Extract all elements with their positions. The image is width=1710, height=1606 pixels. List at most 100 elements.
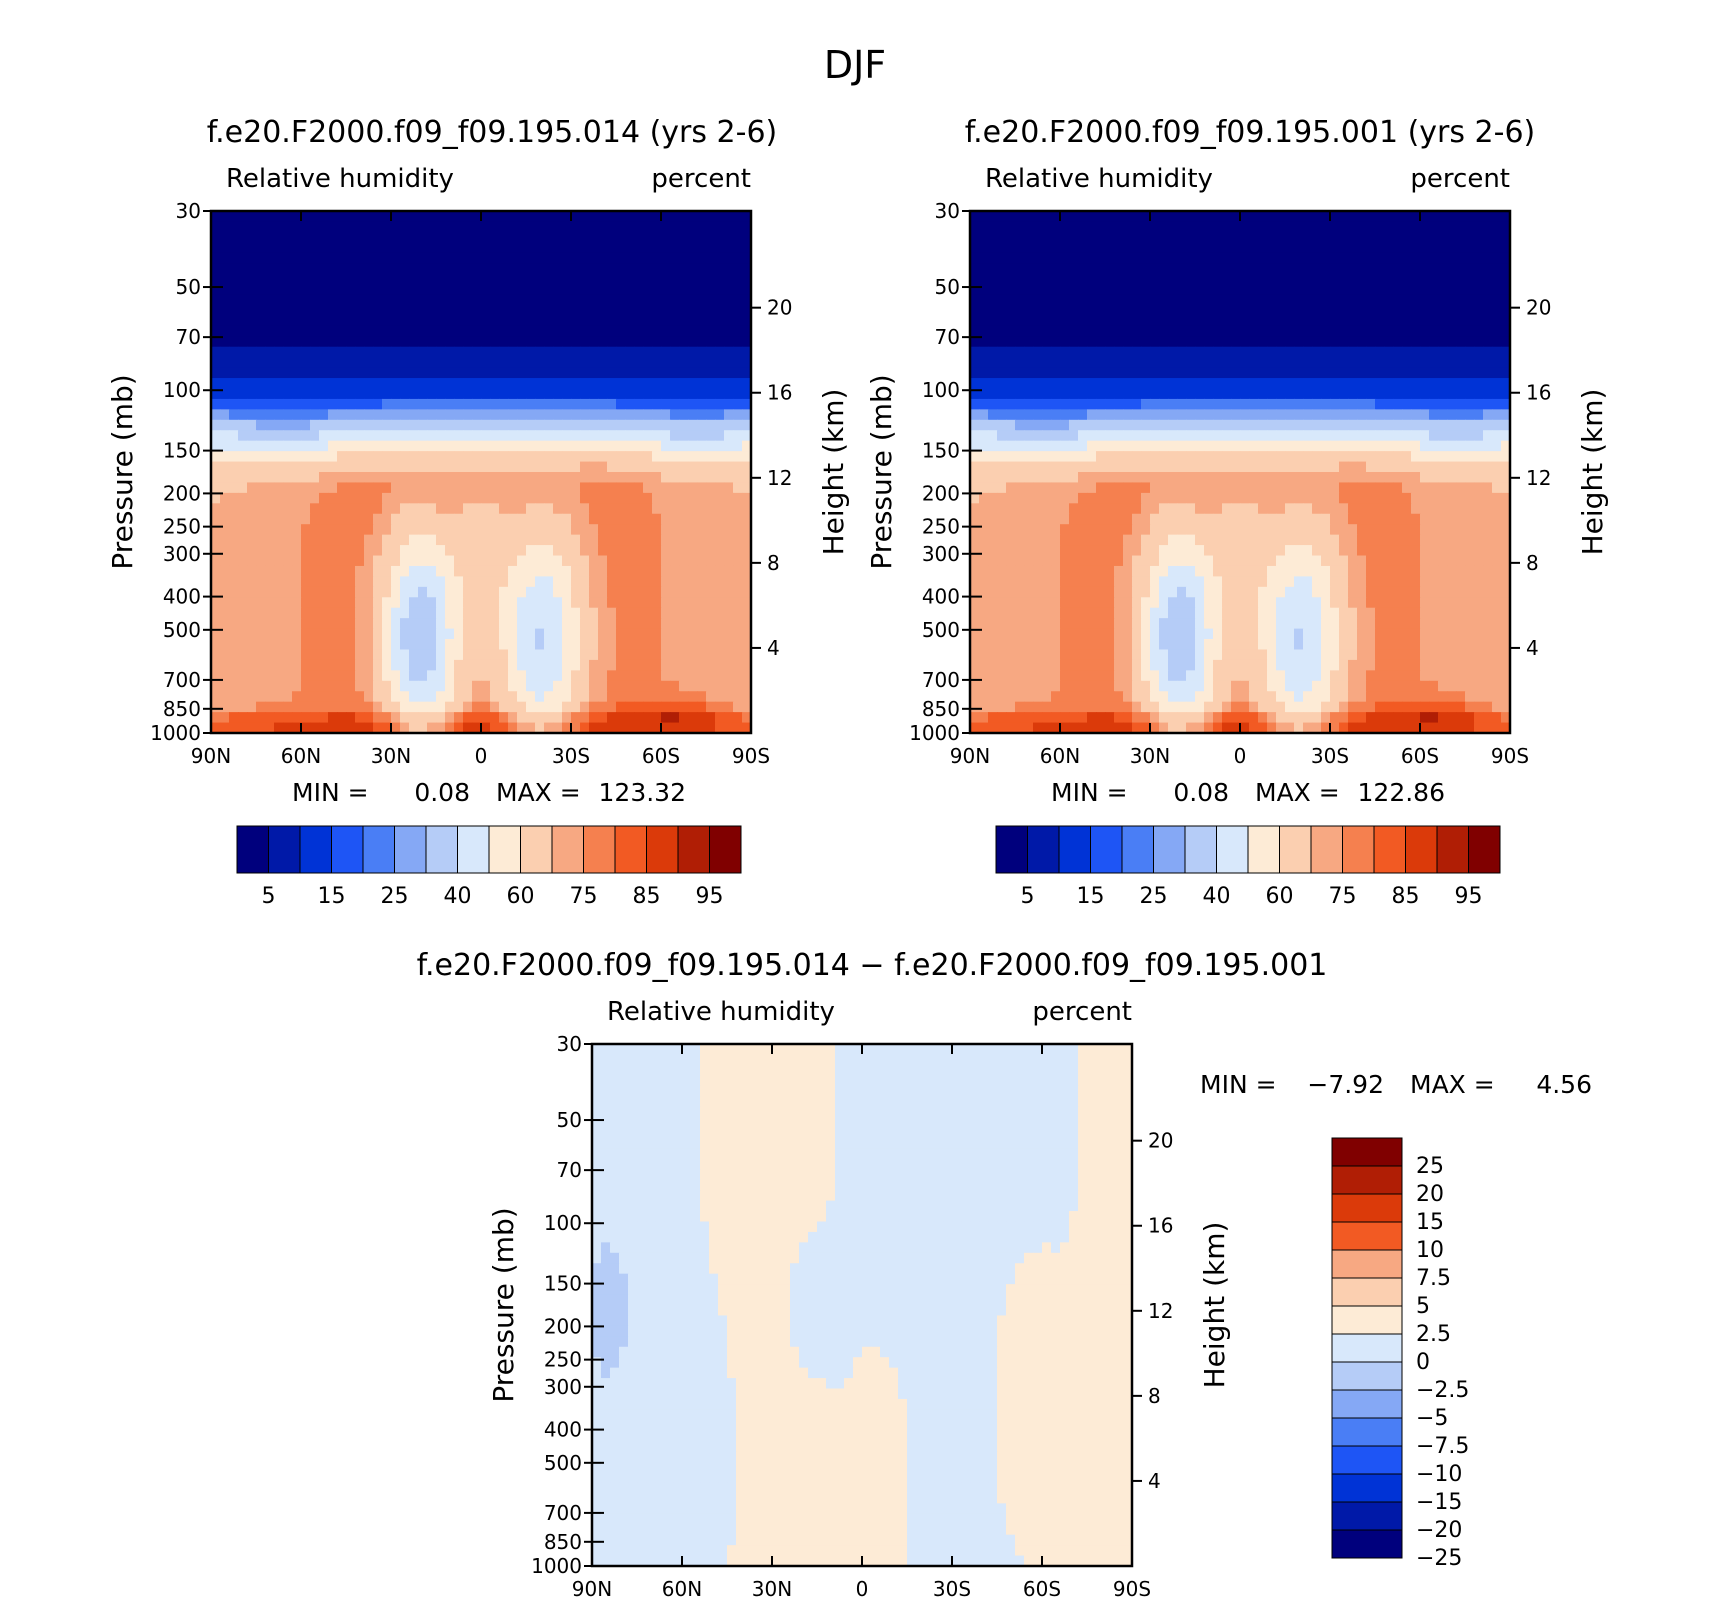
heatmap-cell xyxy=(1006,221,1016,233)
heatmap-cell xyxy=(247,367,257,379)
heatmap-cell xyxy=(535,649,545,661)
heatmap-cell xyxy=(328,691,338,703)
heatmap-cell xyxy=(1240,304,1250,316)
heatmap-cell xyxy=(328,503,338,515)
heatmap-cell xyxy=(1087,252,1097,264)
heatmap-cell xyxy=(742,409,752,421)
heatmap-cell xyxy=(391,263,401,275)
heatmap-cell xyxy=(337,586,347,598)
heatmap-cell xyxy=(1168,315,1178,327)
heatmap-cell xyxy=(1042,304,1052,316)
heatmap-cell xyxy=(319,680,329,692)
heatmap-cell xyxy=(1330,284,1340,296)
heatmap-cell xyxy=(301,628,311,640)
heatmap-cell xyxy=(589,492,599,504)
heatmap-cell xyxy=(742,712,752,724)
heatmap-cell xyxy=(445,545,455,557)
heatmap-cell xyxy=(1150,294,1160,306)
heatmap-cell xyxy=(589,221,599,233)
heatmap-cell xyxy=(364,576,374,588)
heatmap-cell xyxy=(247,545,257,557)
heatmap-cell xyxy=(229,618,239,630)
heatmap-cell xyxy=(1177,398,1187,410)
heatmap-cell xyxy=(364,618,374,630)
heatmap-cell xyxy=(274,325,284,337)
heatmap-cell xyxy=(1231,325,1241,337)
heatmap-cell xyxy=(319,440,329,452)
heatmap-cell xyxy=(607,628,617,640)
heatmap-cell xyxy=(1411,409,1421,421)
heatmap-cell xyxy=(1177,284,1187,296)
heatmap-cell xyxy=(643,221,653,233)
heatmap-cell xyxy=(544,503,554,515)
heatmap-cell xyxy=(1258,419,1268,431)
heatmap-cell xyxy=(1195,263,1205,275)
heatmap-cell xyxy=(346,388,356,400)
heatmap-cell xyxy=(211,701,221,713)
heatmap-cell xyxy=(1024,211,1034,223)
heatmap-cell xyxy=(1078,503,1088,515)
heatmap-cell xyxy=(1060,284,1070,296)
heatmap-cell xyxy=(418,659,428,671)
heatmap-cell xyxy=(598,461,608,473)
heatmap-cell xyxy=(1276,513,1286,525)
heatmap-cell xyxy=(625,712,635,724)
heatmap-cell xyxy=(499,357,509,369)
heatmap-cell xyxy=(706,659,716,671)
heatmap-cell xyxy=(301,211,311,223)
heatmap-cell xyxy=(445,680,455,692)
heatmap-cell xyxy=(1267,304,1277,316)
heatmap-cell xyxy=(364,503,374,515)
heatmap-cell xyxy=(229,639,239,651)
heatmap-cell xyxy=(988,388,998,400)
heatmap-cell xyxy=(1222,524,1232,536)
heatmap-cell xyxy=(970,325,980,337)
heatmap-cell xyxy=(724,231,734,243)
heatmap-cell xyxy=(1123,451,1133,463)
heatmap-cell xyxy=(1339,294,1349,306)
heatmap-cell xyxy=(1096,503,1106,515)
heatmap-cell xyxy=(979,388,989,400)
colorbar-box xyxy=(331,825,364,874)
heatmap-cell xyxy=(382,680,392,692)
heatmap-cell xyxy=(733,252,743,264)
heatmap-cell xyxy=(1276,430,1286,442)
heatmap-cell xyxy=(1231,398,1241,410)
heatmap-cell xyxy=(679,367,689,379)
heatmap-cell xyxy=(970,440,980,452)
heatmap-cell xyxy=(1132,294,1142,306)
heatmap-cell xyxy=(418,430,428,442)
heatmap-cell xyxy=(1159,325,1169,337)
heatmap-cell xyxy=(454,691,464,703)
heatmap-cell xyxy=(346,503,356,515)
heatmap-cell xyxy=(1285,440,1295,452)
heatmap-cell xyxy=(1042,336,1052,348)
heatmap-cell xyxy=(265,357,275,369)
heatmap-cell xyxy=(247,398,257,410)
heatmap-cell xyxy=(292,524,302,536)
heatmap-cell xyxy=(1303,315,1313,327)
heatmap-cell xyxy=(238,346,248,358)
heatmap-cell xyxy=(589,367,599,379)
heatmap-cell xyxy=(652,451,662,463)
heatmap-cell xyxy=(553,534,563,546)
heatmap-cell xyxy=(979,503,989,515)
heatmap-cell xyxy=(1141,419,1151,431)
heatmap-cell xyxy=(625,513,635,525)
heatmap-cell xyxy=(1249,398,1259,410)
heatmap-cell xyxy=(364,680,374,692)
heatmap-cell xyxy=(211,304,221,316)
heatmap-cell xyxy=(301,231,311,243)
heatmap-cell xyxy=(607,639,617,651)
heatmap-cell xyxy=(1132,378,1142,390)
heatmap-cell xyxy=(553,524,563,536)
heatmap-cell xyxy=(472,565,482,577)
heatmap-cell xyxy=(616,315,626,327)
heatmap-cell xyxy=(391,607,401,619)
heatmap-cell xyxy=(535,315,545,327)
heatmap-cell xyxy=(490,618,500,630)
heatmap-cell xyxy=(256,659,266,671)
heatmap-cell xyxy=(1456,409,1466,421)
heatmap-cell xyxy=(283,336,293,348)
heatmap-cell xyxy=(382,252,392,264)
